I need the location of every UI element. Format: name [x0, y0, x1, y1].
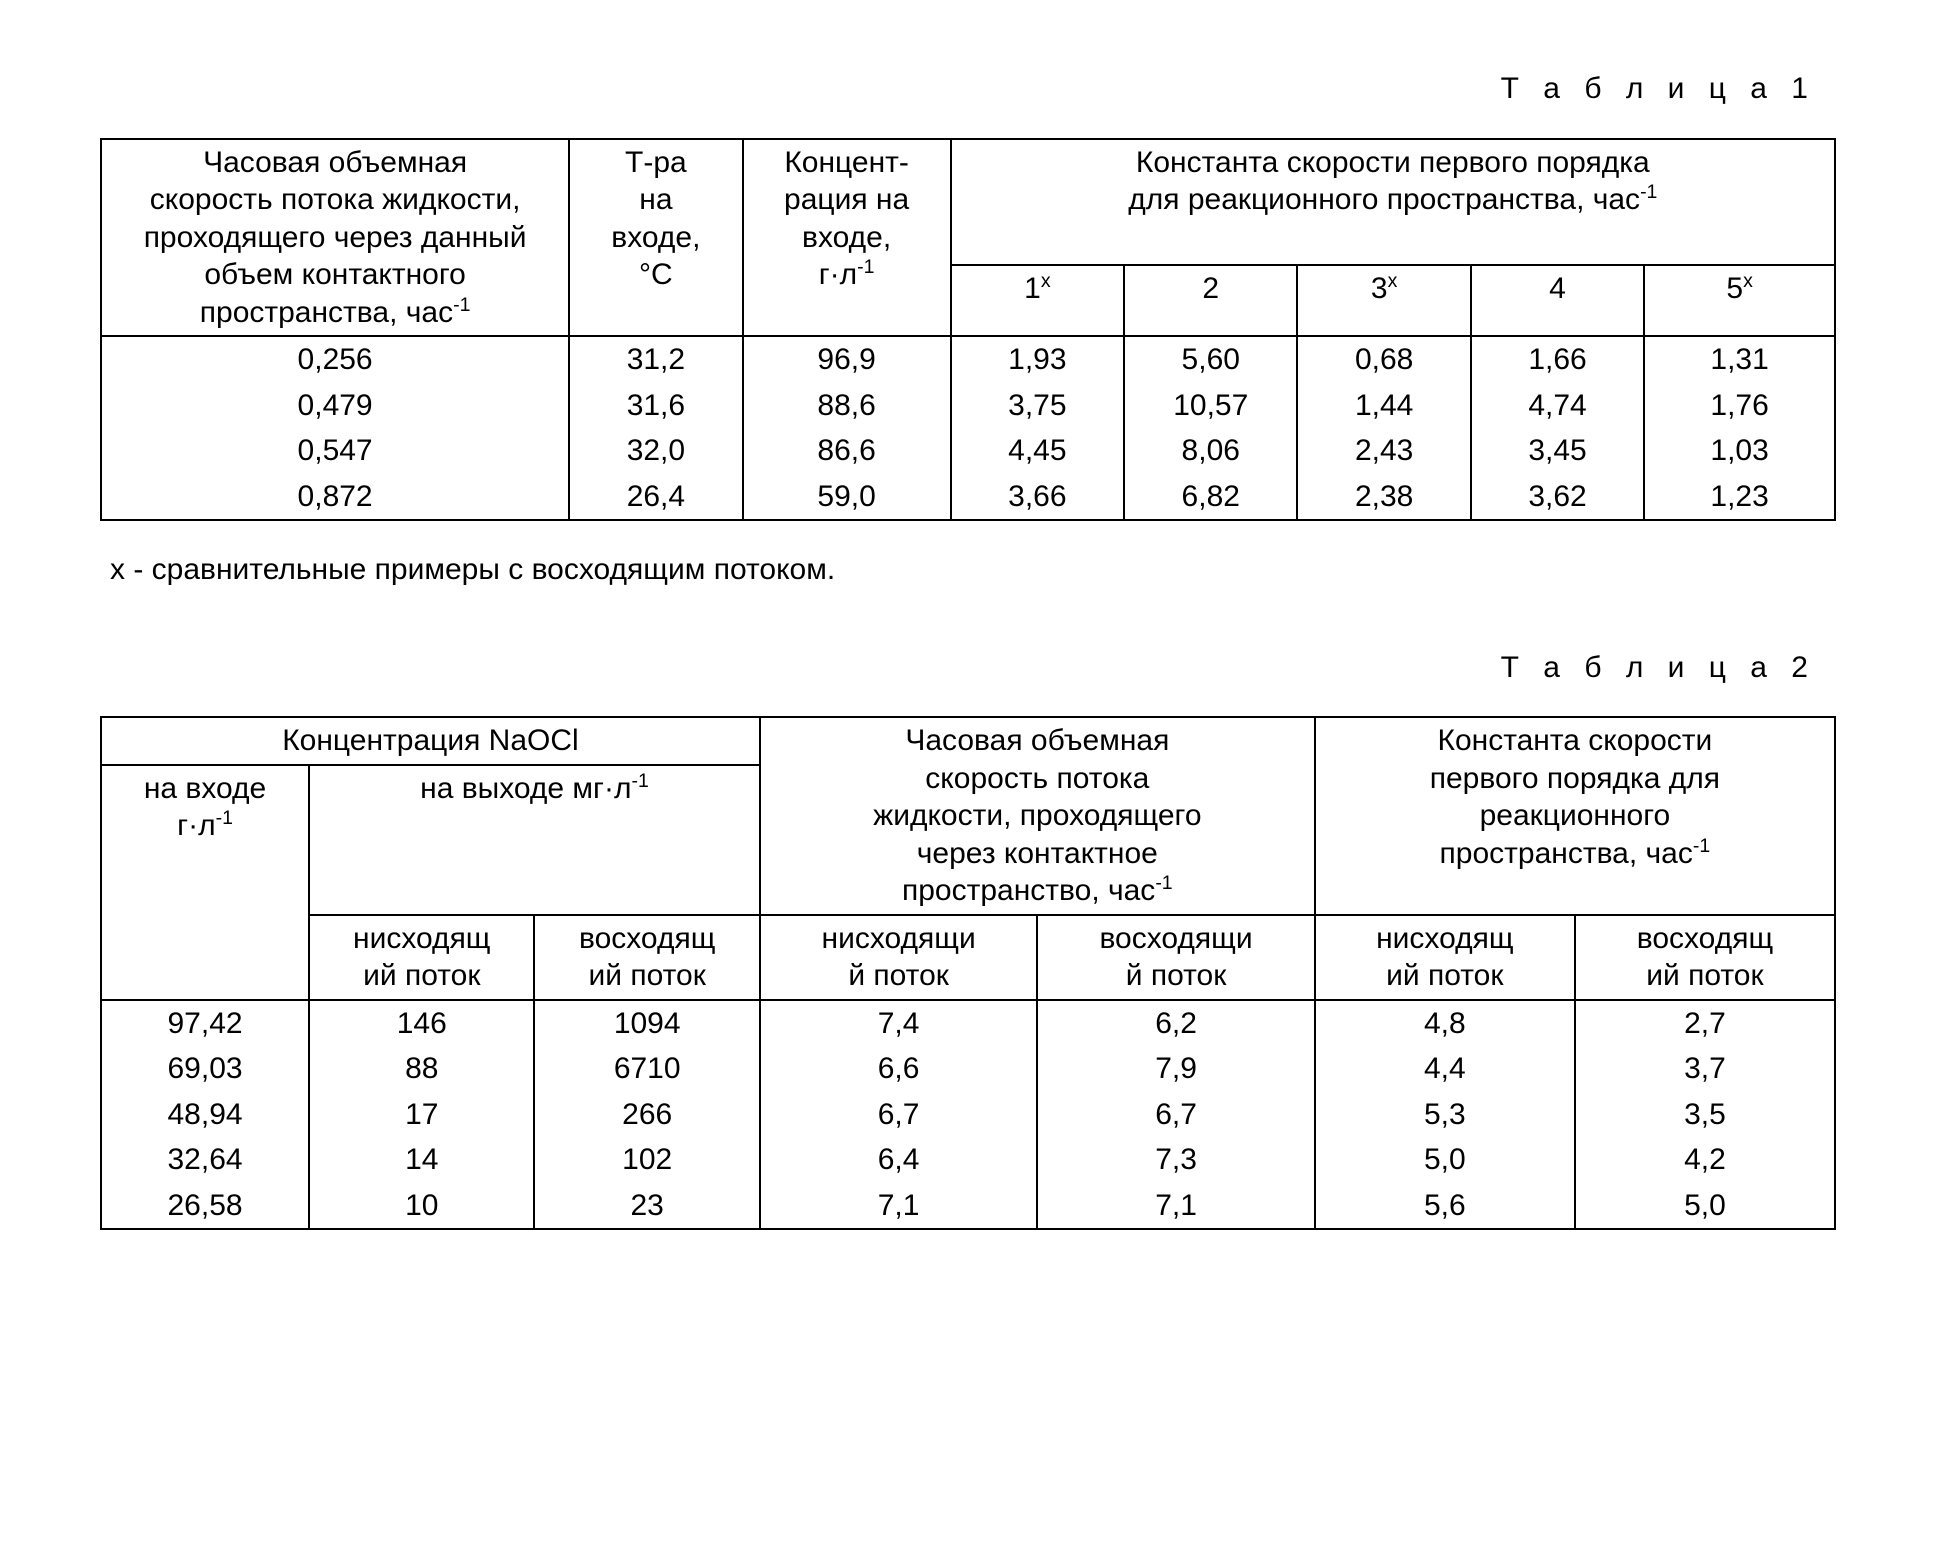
t1-sub-2: 2 [1124, 265, 1297, 336]
table2-head-row1: Концентрация NaOCl Часовая объемная скор… [101, 717, 1835, 765]
document-page: Т а б л и ц а 1 Часовая объемная скорост… [0, 0, 1936, 1310]
table1-head-row1: Часовая объемная скорость потока жидкост… [101, 139, 1835, 266]
table-row: 26,581023 7,17,1 5,65,0 [101, 1183, 1835, 1230]
table-row: 0,25631,296,9 1,935,600,681,661,31 [101, 336, 1835, 383]
t2-h-flow: Часовая объемная скорость потока жидкост… [760, 717, 1315, 915]
t2-out-down: нисходящий поток [309, 915, 534, 1000]
t1-h-conc: Концент- рация на входе, г·л-1 [743, 139, 951, 337]
t2-const-down: нисходящий поток [1315, 915, 1575, 1000]
table2-head-row3: нисходящий поток восходящий поток нисход… [101, 915, 1835, 1000]
t1-h-flow: Часовая объемная скорость потока жидкост… [101, 139, 569, 337]
table-row: 32,6414102 6,47,3 5,04,2 [101, 1137, 1835, 1183]
table2: Концентрация NaOCl Часовая объемная скор… [100, 716, 1836, 1230]
table1-caption: Т а б л и ц а 1 [100, 70, 1816, 108]
table-row: 69,03886710 6,67,9 4,43,7 [101, 1046, 1835, 1092]
t1-sub-5: 5x [1644, 265, 1835, 336]
t2-h-in: на входе г·л-1 [101, 765, 309, 1000]
t1-sub-1: 1x [951, 265, 1124, 336]
table1-footnote: x - сравнительные примеры с восходящим п… [110, 551, 1836, 589]
t1-sub-4: 4 [1471, 265, 1644, 336]
table2-caption: Т а б л и ц а 2 [100, 649, 1816, 687]
t2-flow-up: восходящий поток [1037, 915, 1314, 1000]
t2-const-up: восходящий поток [1575, 915, 1835, 1000]
table-row: 0,87226,459,0 3,666,822,383,621,23 [101, 474, 1835, 521]
t2-h-conc: Концентрация NaOCl [101, 717, 760, 765]
t1-h-temp: Т-ра на входе, °С [569, 139, 742, 337]
t2-h-out: на выходе мг·л-1 [309, 765, 760, 915]
table1: Часовая объемная скорость потока жидкост… [100, 138, 1836, 522]
table-row: 0,47931,688,6 3,7510,571,444,741,76 [101, 383, 1835, 429]
table-row: 0,54732,086,6 4,458,062,433,451,03 [101, 428, 1835, 474]
t1-h-const: Константа скорости первого порядка для р… [951, 139, 1835, 266]
table-row: 48,9417266 6,76,7 5,33,5 [101, 1092, 1835, 1138]
t2-flow-down: нисходящий поток [760, 915, 1037, 1000]
t2-h-const: Константа скорости первого порядка для р… [1315, 717, 1835, 915]
table-row: 97,421461094 7,46,2 4,82,7 [101, 1000, 1835, 1047]
t1-sub-3: 3x [1297, 265, 1470, 336]
t2-out-up: восходящий поток [534, 915, 759, 1000]
